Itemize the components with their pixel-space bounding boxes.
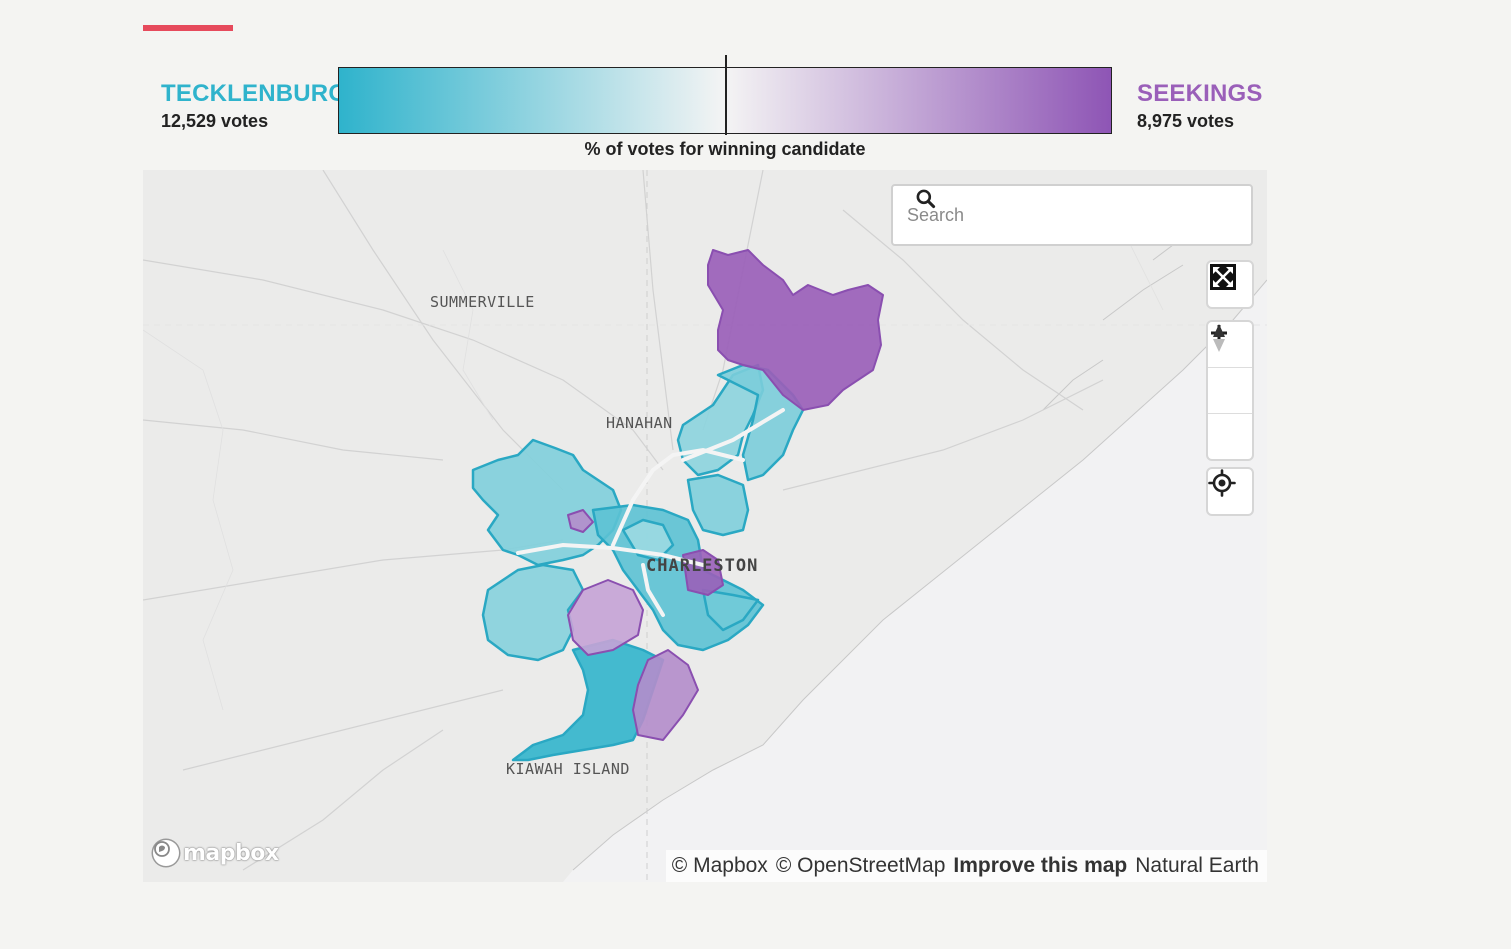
place-label-charleston: CHARLESTON <box>646 556 759 576</box>
ocean <box>563 280 1267 882</box>
attribution-natural-earth-link[interactable]: Natural Earth <box>1135 854 1259 877</box>
candidate-votes: 12,529 votes <box>161 111 269 131</box>
candidate-name: TECKLENBURG <box>161 80 348 107</box>
fullscreen-icon <box>1210 264 1236 290</box>
candidate-tecklenburg: TECKLENBURG 12,529 votes <box>161 80 347 132</box>
improve-map-link[interactable]: Improve this map <box>953 854 1128 877</box>
map-canvas <box>143 170 1267 882</box>
geolocate-button[interactable] <box>1208 469 1252 514</box>
attribution-osm-link[interactable]: © OpenStreetMap <box>775 854 946 877</box>
fullscreen-control <box>1206 260 1254 309</box>
search-icon <box>916 189 936 209</box>
navigation-control <box>1206 320 1254 461</box>
accent-rule <box>143 25 233 31</box>
place-label-summerville: SUMMERVILLE <box>430 293 535 311</box>
mapbox-logo-icon <box>153 840 179 866</box>
map-attribution: © Mapbox © OpenStreetMap Improve this ma… <box>665 850 1267 882</box>
zoom-out-button[interactable] <box>1208 331 1252 414</box>
legend-caption: % of votes for winning candidate <box>584 139 866 159</box>
geolocate-icon <box>1208 469 1236 497</box>
compass-button[interactable] <box>1208 324 1252 459</box>
attribution-mapbox-link[interactable]: © Mapbox <box>671 854 768 877</box>
highways <box>516 408 785 617</box>
mapbox-logo[interactable]: mapbox <box>153 840 279 866</box>
compass-icon <box>1213 324 1225 352</box>
candidate-name: SEEKINGS <box>1137 80 1263 107</box>
place-label-hanahan: HANAHAN <box>606 414 673 432</box>
geolocate-control <box>1206 467 1254 516</box>
mapbox-logo-text: mapbox <box>183 840 279 866</box>
candidate-seekings: SEEKINGS 8,975 votes <box>1137 80 1263 132</box>
legend-midpoint <box>725 55 727 135</box>
fullscreen-button[interactable] <box>1208 262 1252 307</box>
candidate-votes: 8,975 votes <box>1137 111 1235 131</box>
map[interactable]: SUMMERVILLE HANAHAN CHARLESTON KIAWAH IS… <box>143 170 1267 882</box>
roads <box>143 170 1104 871</box>
place-label-kiawah-island: KIAWAH ISLAND <box>506 760 630 778</box>
search-input[interactable] <box>905 203 1189 227</box>
precincts-seekings[interactable] <box>567 249 884 741</box>
map-search[interactable] <box>891 184 1253 246</box>
